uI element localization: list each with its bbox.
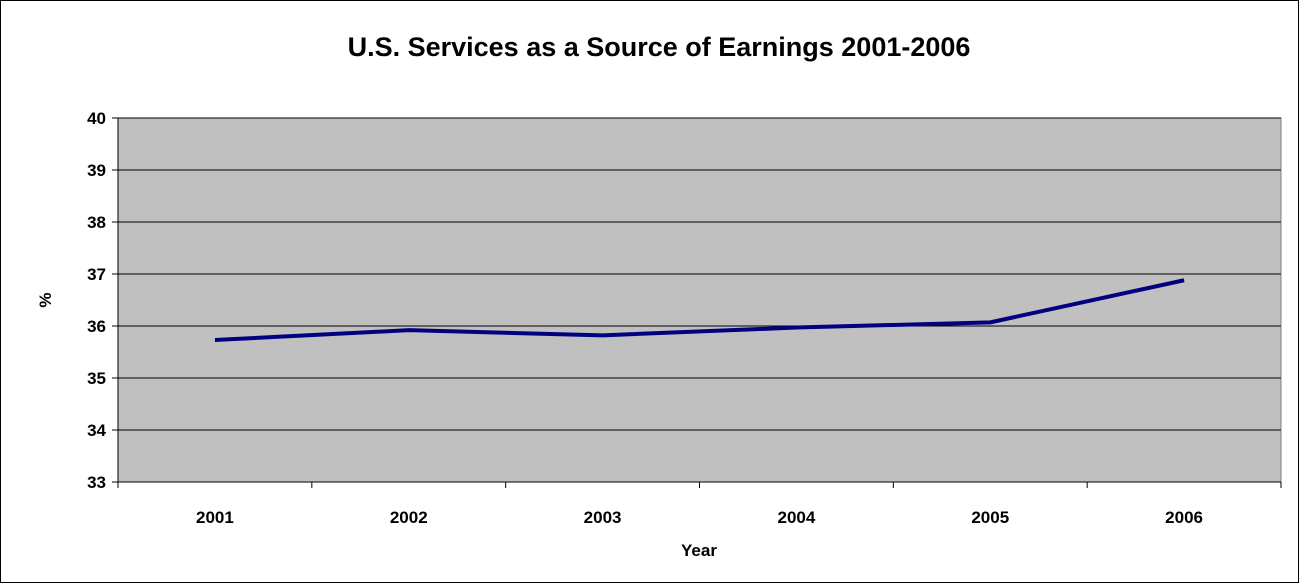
y-tick-label: 38 [87,213,106,232]
x-tick-label: 2004 [778,508,816,527]
y-tick-label: 37 [87,265,106,284]
axes [112,117,1282,488]
x-tick-label: 2003 [584,508,622,527]
y-tick-label: 34 [87,421,106,440]
chart-title: U.S. Services as a Source of Earnings 20… [348,32,971,62]
y-tick-label: 39 [87,161,106,180]
plot-area [117,117,1282,483]
y-tick-label: 40 [87,109,106,128]
x-tick-label: 2006 [1165,508,1203,527]
gridlines [118,117,1281,431]
y-axis-title: % [36,292,55,307]
y-tick-labels: 33 34 35 36 37 38 39 40 [87,109,106,492]
x-axis-title: Year [681,541,717,560]
series-line-0 [214,278,1185,343]
x-tick-label: 2001 [196,508,234,527]
y-tick-label: 33 [87,473,106,492]
y-tick-label: 35 [87,369,106,388]
y-tick-label: 36 [87,317,106,336]
x-tick-label: 2002 [390,508,428,527]
series-layer [214,278,1185,343]
x-tick-labels: 2001 2002 2003 2004 2005 2006 [196,508,1203,527]
x-tick-label: 2005 [971,508,1009,527]
